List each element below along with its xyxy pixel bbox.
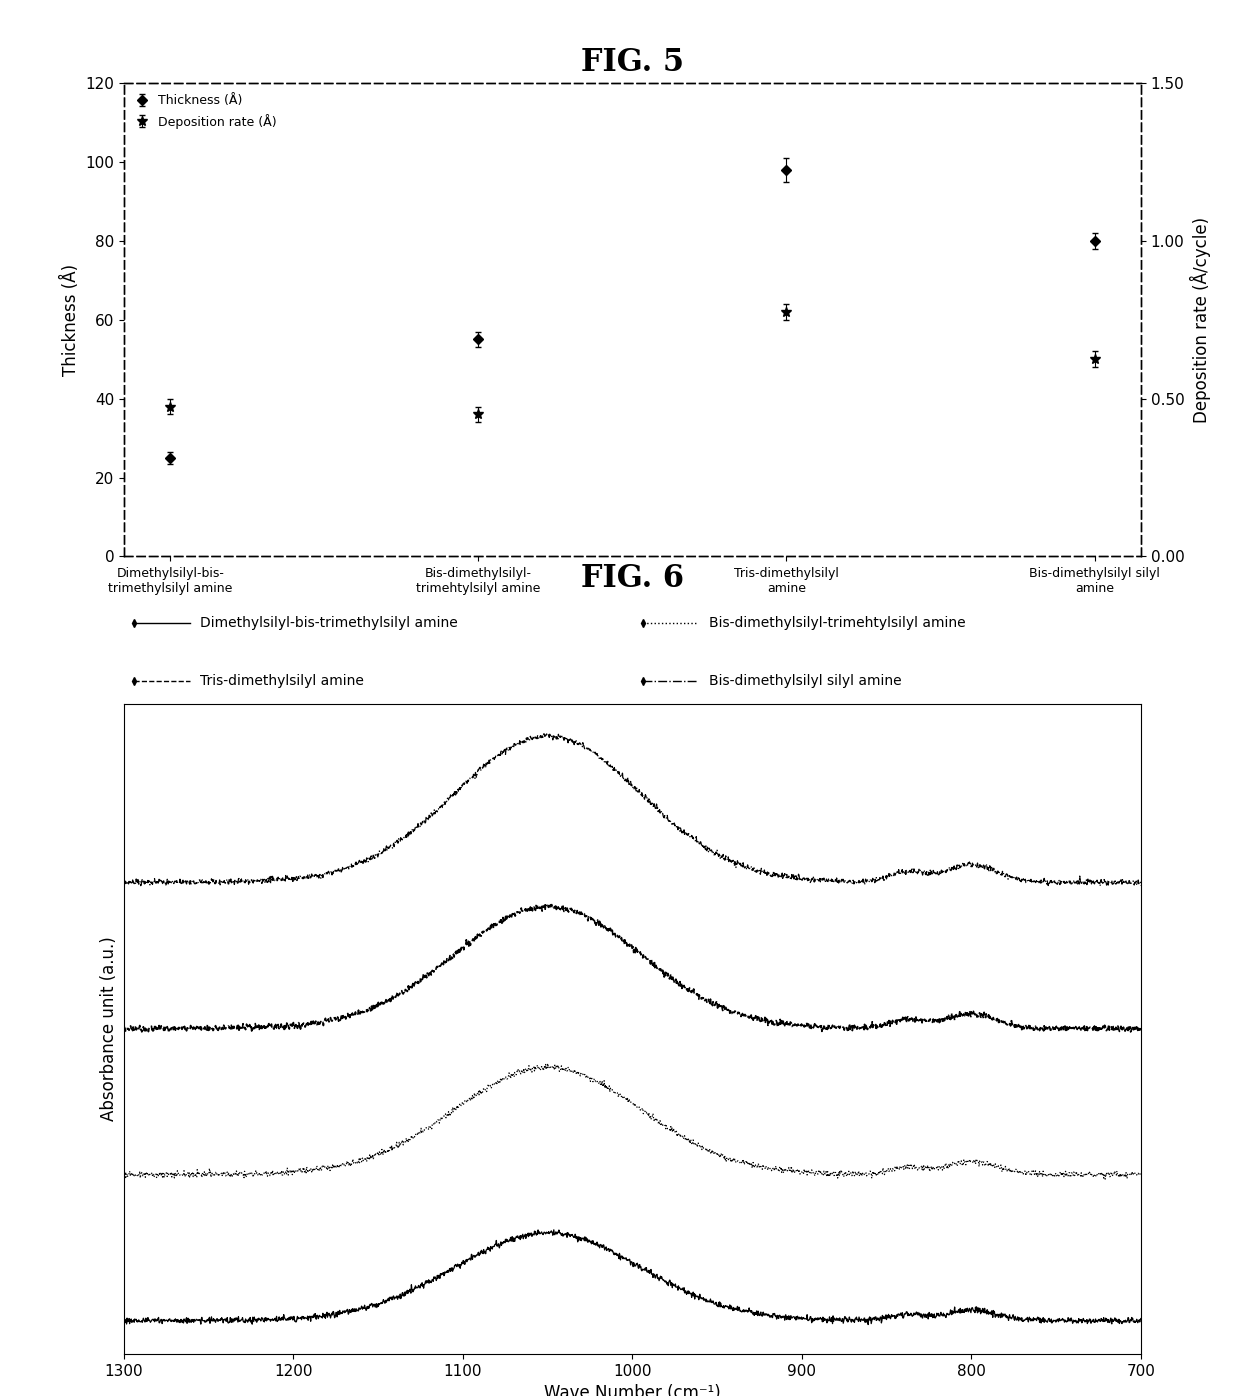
Text: Dimethylsilyl-bis-trimethylsilyl amine: Dimethylsilyl-bis-trimethylsilyl amine <box>201 616 458 630</box>
Text: FIG. 6: FIG. 6 <box>580 563 684 593</box>
Y-axis label: Absorbance unit (a.u.): Absorbance unit (a.u.) <box>100 937 119 1121</box>
Text: Bis-dimethylsilyl silyl amine: Bis-dimethylsilyl silyl amine <box>709 674 901 688</box>
Text: Tris-dimethylsilyl amine: Tris-dimethylsilyl amine <box>201 674 365 688</box>
Text: FIG. 5: FIG. 5 <box>580 47 684 78</box>
Text: Bis-dimethylsilyl-trimehtylsilyl amine: Bis-dimethylsilyl-trimehtylsilyl amine <box>709 616 965 630</box>
X-axis label: Wave Number (cm⁻¹): Wave Number (cm⁻¹) <box>544 1385 720 1396</box>
Y-axis label: Thickness (Å): Thickness (Å) <box>61 264 79 376</box>
Legend: Thickness (Å), Deposition rate (Å): Thickness (Å), Deposition rate (Å) <box>130 89 281 134</box>
Y-axis label: Deposition rate (Å/cycle): Deposition rate (Å/cycle) <box>1190 216 1211 423</box>
